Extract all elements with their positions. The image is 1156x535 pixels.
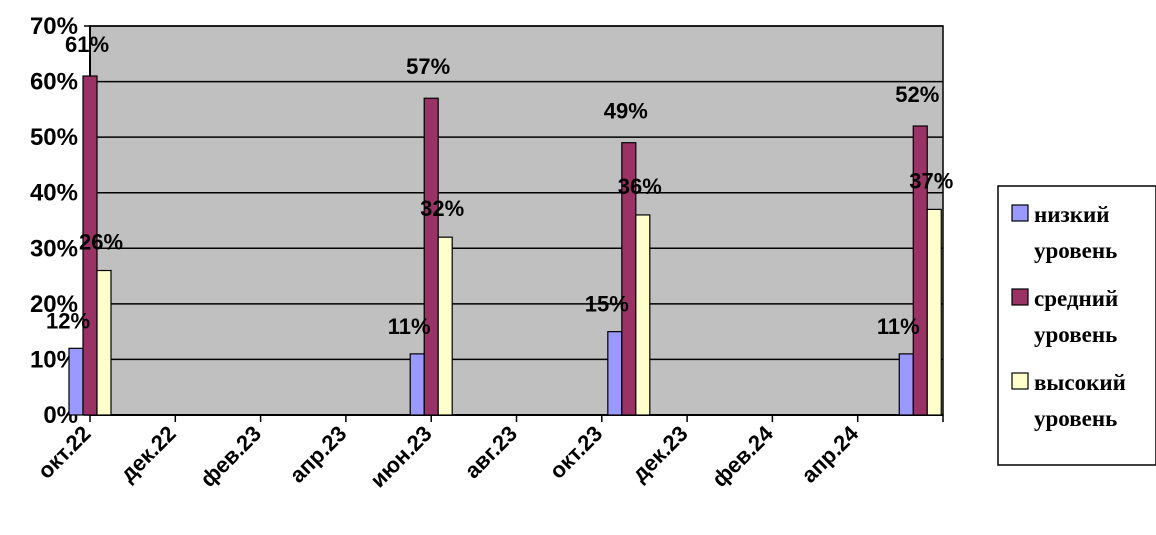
x-tick-label: окт.22: [33, 421, 96, 484]
data-label: 61%: [65, 32, 109, 57]
plot-area: 0%10%20%30%40%50%60%70%окт.22 дек.22 фев.2…: [30, 13, 953, 492]
bar-3: [437, 236, 453, 416]
data-label: 26%: [79, 230, 123, 255]
bar-1: [898, 353, 914, 416]
y-tick-label: 40%: [30, 180, 78, 207]
bar-2: [82, 75, 98, 416]
bar-3: [96, 269, 112, 416]
data-label: 11%: [877, 314, 920, 339]
data-label: 57%: [406, 54, 450, 79]
legend-box: [997, 185, 1156, 466]
y-tick-label: 50%: [30, 124, 78, 151]
x-tick-label: фев.23: [195, 421, 266, 492]
x-tick-label: фев.24: [707, 420, 778, 491]
y-tick-label: 70%: [30, 13, 78, 40]
data-label: 36%: [618, 174, 662, 199]
y-tick-label: 60%: [30, 69, 78, 96]
legend-swatch: [1011, 372, 1029, 390]
legend-label: уровень: [1034, 322, 1117, 347]
legend-label: уровень: [1034, 406, 1117, 431]
y-tick-label: 30%: [30, 235, 78, 262]
x-tick-label: июн.23: [365, 421, 437, 493]
data-label: 49%: [604, 99, 648, 124]
x-tick-label: апр.23: [285, 421, 352, 488]
data-label: 32%: [420, 196, 464, 221]
data-label: 12%: [46, 308, 90, 333]
plot-background: [89, 25, 944, 416]
legend: низкий уровень средний уровень высокий уровен…: [997, 185, 1156, 466]
bar-1: [607, 331, 623, 416]
legend-label: средний: [1034, 286, 1118, 311]
legend-swatch: [1011, 204, 1029, 222]
x-tick-label: авг.23: [460, 421, 522, 483]
x-tick-label: дек.23: [627, 421, 693, 487]
y-tick-label: 20%: [30, 291, 78, 318]
data-label: 15%: [585, 292, 629, 317]
x-tick-label: дек.22: [115, 421, 181, 487]
data-label: 11%: [388, 314, 431, 339]
data-label: 52%: [895, 82, 939, 107]
bar-3: [635, 214, 651, 416]
x-tick-label: окт.23: [544, 421, 607, 484]
bar-3: [926, 208, 942, 416]
bar-1: [409, 353, 425, 416]
data-label: 37%: [909, 168, 953, 193]
legend-label: уровень: [1034, 238, 1117, 263]
bar-1: [68, 347, 84, 416]
legend-label: высокий: [1034, 370, 1126, 395]
legend-label: низкий: [1034, 202, 1110, 227]
bar-2: [423, 97, 439, 416]
legend-swatch: [1011, 288, 1029, 306]
x-tick-label: апр.24: [796, 420, 863, 487]
